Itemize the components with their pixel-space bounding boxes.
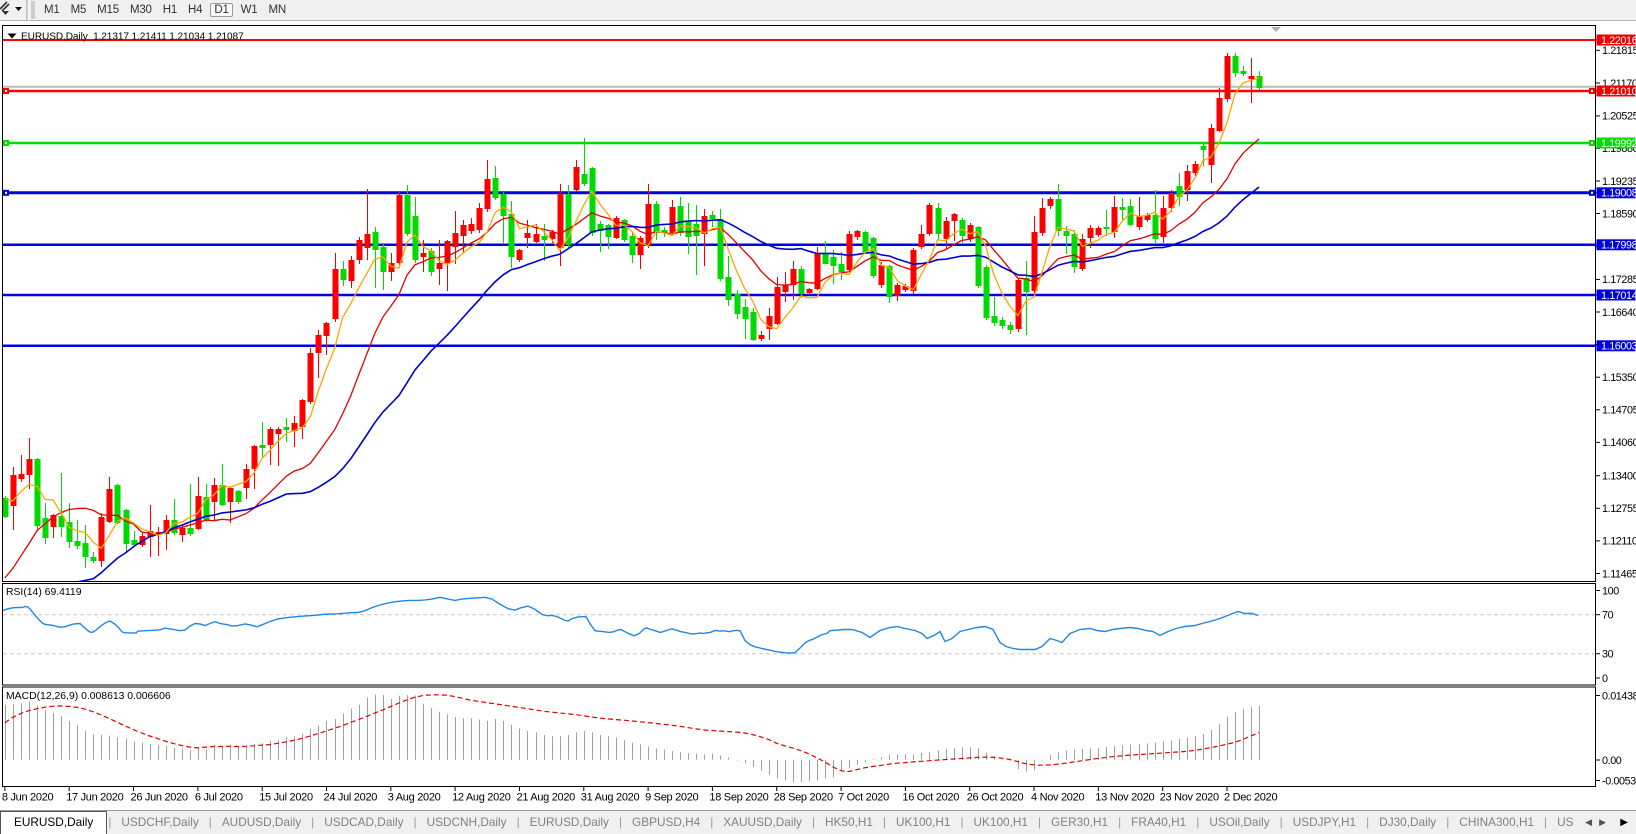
- svg-text:8 Jun 2020: 8 Jun 2020: [2, 792, 54, 804]
- svg-text:24 Jul 2020: 24 Jul 2020: [324, 792, 378, 804]
- svg-text:1.12110: 1.12110: [1602, 536, 1636, 548]
- svg-text:12 Aug 2020: 12 Aug 2020: [452, 792, 511, 804]
- svg-text:1.21815: 1.21815: [1602, 45, 1636, 57]
- svg-text:1.19992: 1.19992: [1601, 138, 1636, 150]
- svg-text:1.13400: 1.13400: [1602, 471, 1636, 483]
- svg-text:1.18590: 1.18590: [1602, 208, 1636, 220]
- svg-text:26 Jun 2020: 26 Jun 2020: [131, 792, 188, 804]
- svg-text:0.014384: 0.014384: [1602, 690, 1636, 702]
- svg-text:-0.00539: -0.00539: [1602, 775, 1636, 787]
- svg-text:17 Jun 2020: 17 Jun 2020: [66, 792, 123, 804]
- svg-text:1.21010: 1.21010: [1601, 86, 1636, 98]
- svg-text:15 Jul 2020: 15 Jul 2020: [259, 792, 313, 804]
- svg-text:31 Aug 2020: 31 Aug 2020: [581, 792, 640, 804]
- svg-text:1.14705: 1.14705: [1602, 405, 1636, 417]
- svg-text:16 Oct 2020: 16 Oct 2020: [902, 792, 959, 804]
- svg-text:21 Aug 2020: 21 Aug 2020: [517, 792, 576, 804]
- svg-text:1.17014: 1.17014: [1601, 290, 1636, 302]
- svg-text:7 Oct 2020: 7 Oct 2020: [838, 792, 889, 804]
- svg-text:30: 30: [1602, 649, 1614, 661]
- svg-text:1.11465: 1.11465: [1602, 568, 1636, 580]
- svg-text:100: 100: [1602, 585, 1619, 597]
- svg-text:EURUSD,Daily 1.21317 1.21411: EURUSD,Daily 1.21317 1.21411 1.21034 1.2…: [21, 32, 244, 43]
- svg-text:9 Sep 2020: 9 Sep 2020: [645, 792, 698, 804]
- svg-text:1.16003: 1.16003: [1601, 341, 1636, 353]
- svg-text:18 Sep 2020: 18 Sep 2020: [709, 792, 768, 804]
- svg-text:26 Oct 2020: 26 Oct 2020: [967, 792, 1024, 804]
- svg-text:13 Nov 2020: 13 Nov 2020: [1095, 792, 1154, 804]
- svg-text:4 Nov 2020: 4 Nov 2020: [1031, 792, 1084, 804]
- svg-text:28 Sep 2020: 28 Sep 2020: [774, 792, 833, 804]
- svg-text:0.00: 0.00: [1602, 755, 1622, 767]
- svg-text:1.15350: 1.15350: [1602, 372, 1636, 384]
- svg-text:1.22016: 1.22016: [1601, 35, 1636, 47]
- svg-text:3 Aug 2020: 3 Aug 2020: [388, 792, 441, 804]
- svg-text:23 Nov 2020: 23 Nov 2020: [1160, 792, 1219, 804]
- svg-text:RSI(14) 69.4119: RSI(14) 69.4119: [6, 587, 82, 598]
- svg-text:6 Jul 2020: 6 Jul 2020: [195, 792, 243, 804]
- svg-text:70: 70: [1602, 610, 1614, 622]
- svg-text:1.19235: 1.19235: [1602, 176, 1636, 188]
- svg-text:2 Dec 2020: 2 Dec 2020: [1224, 792, 1277, 804]
- svg-text:MACD(12,26,9) 0.008613 0.00660: MACD(12,26,9) 0.008613 0.006606: [6, 691, 171, 702]
- svg-text:1.20525: 1.20525: [1602, 111, 1636, 123]
- svg-text:0: 0: [1602, 673, 1608, 685]
- svg-text:1.14060: 1.14060: [1602, 437, 1636, 449]
- svg-text:1.17998: 1.17998: [1601, 240, 1636, 252]
- svg-text:1.19008: 1.19008: [1601, 188, 1636, 200]
- svg-text:1.16640: 1.16640: [1602, 307, 1636, 319]
- svg-text:1.17285: 1.17285: [1602, 274, 1636, 286]
- svg-text:1.12755: 1.12755: [1602, 503, 1636, 515]
